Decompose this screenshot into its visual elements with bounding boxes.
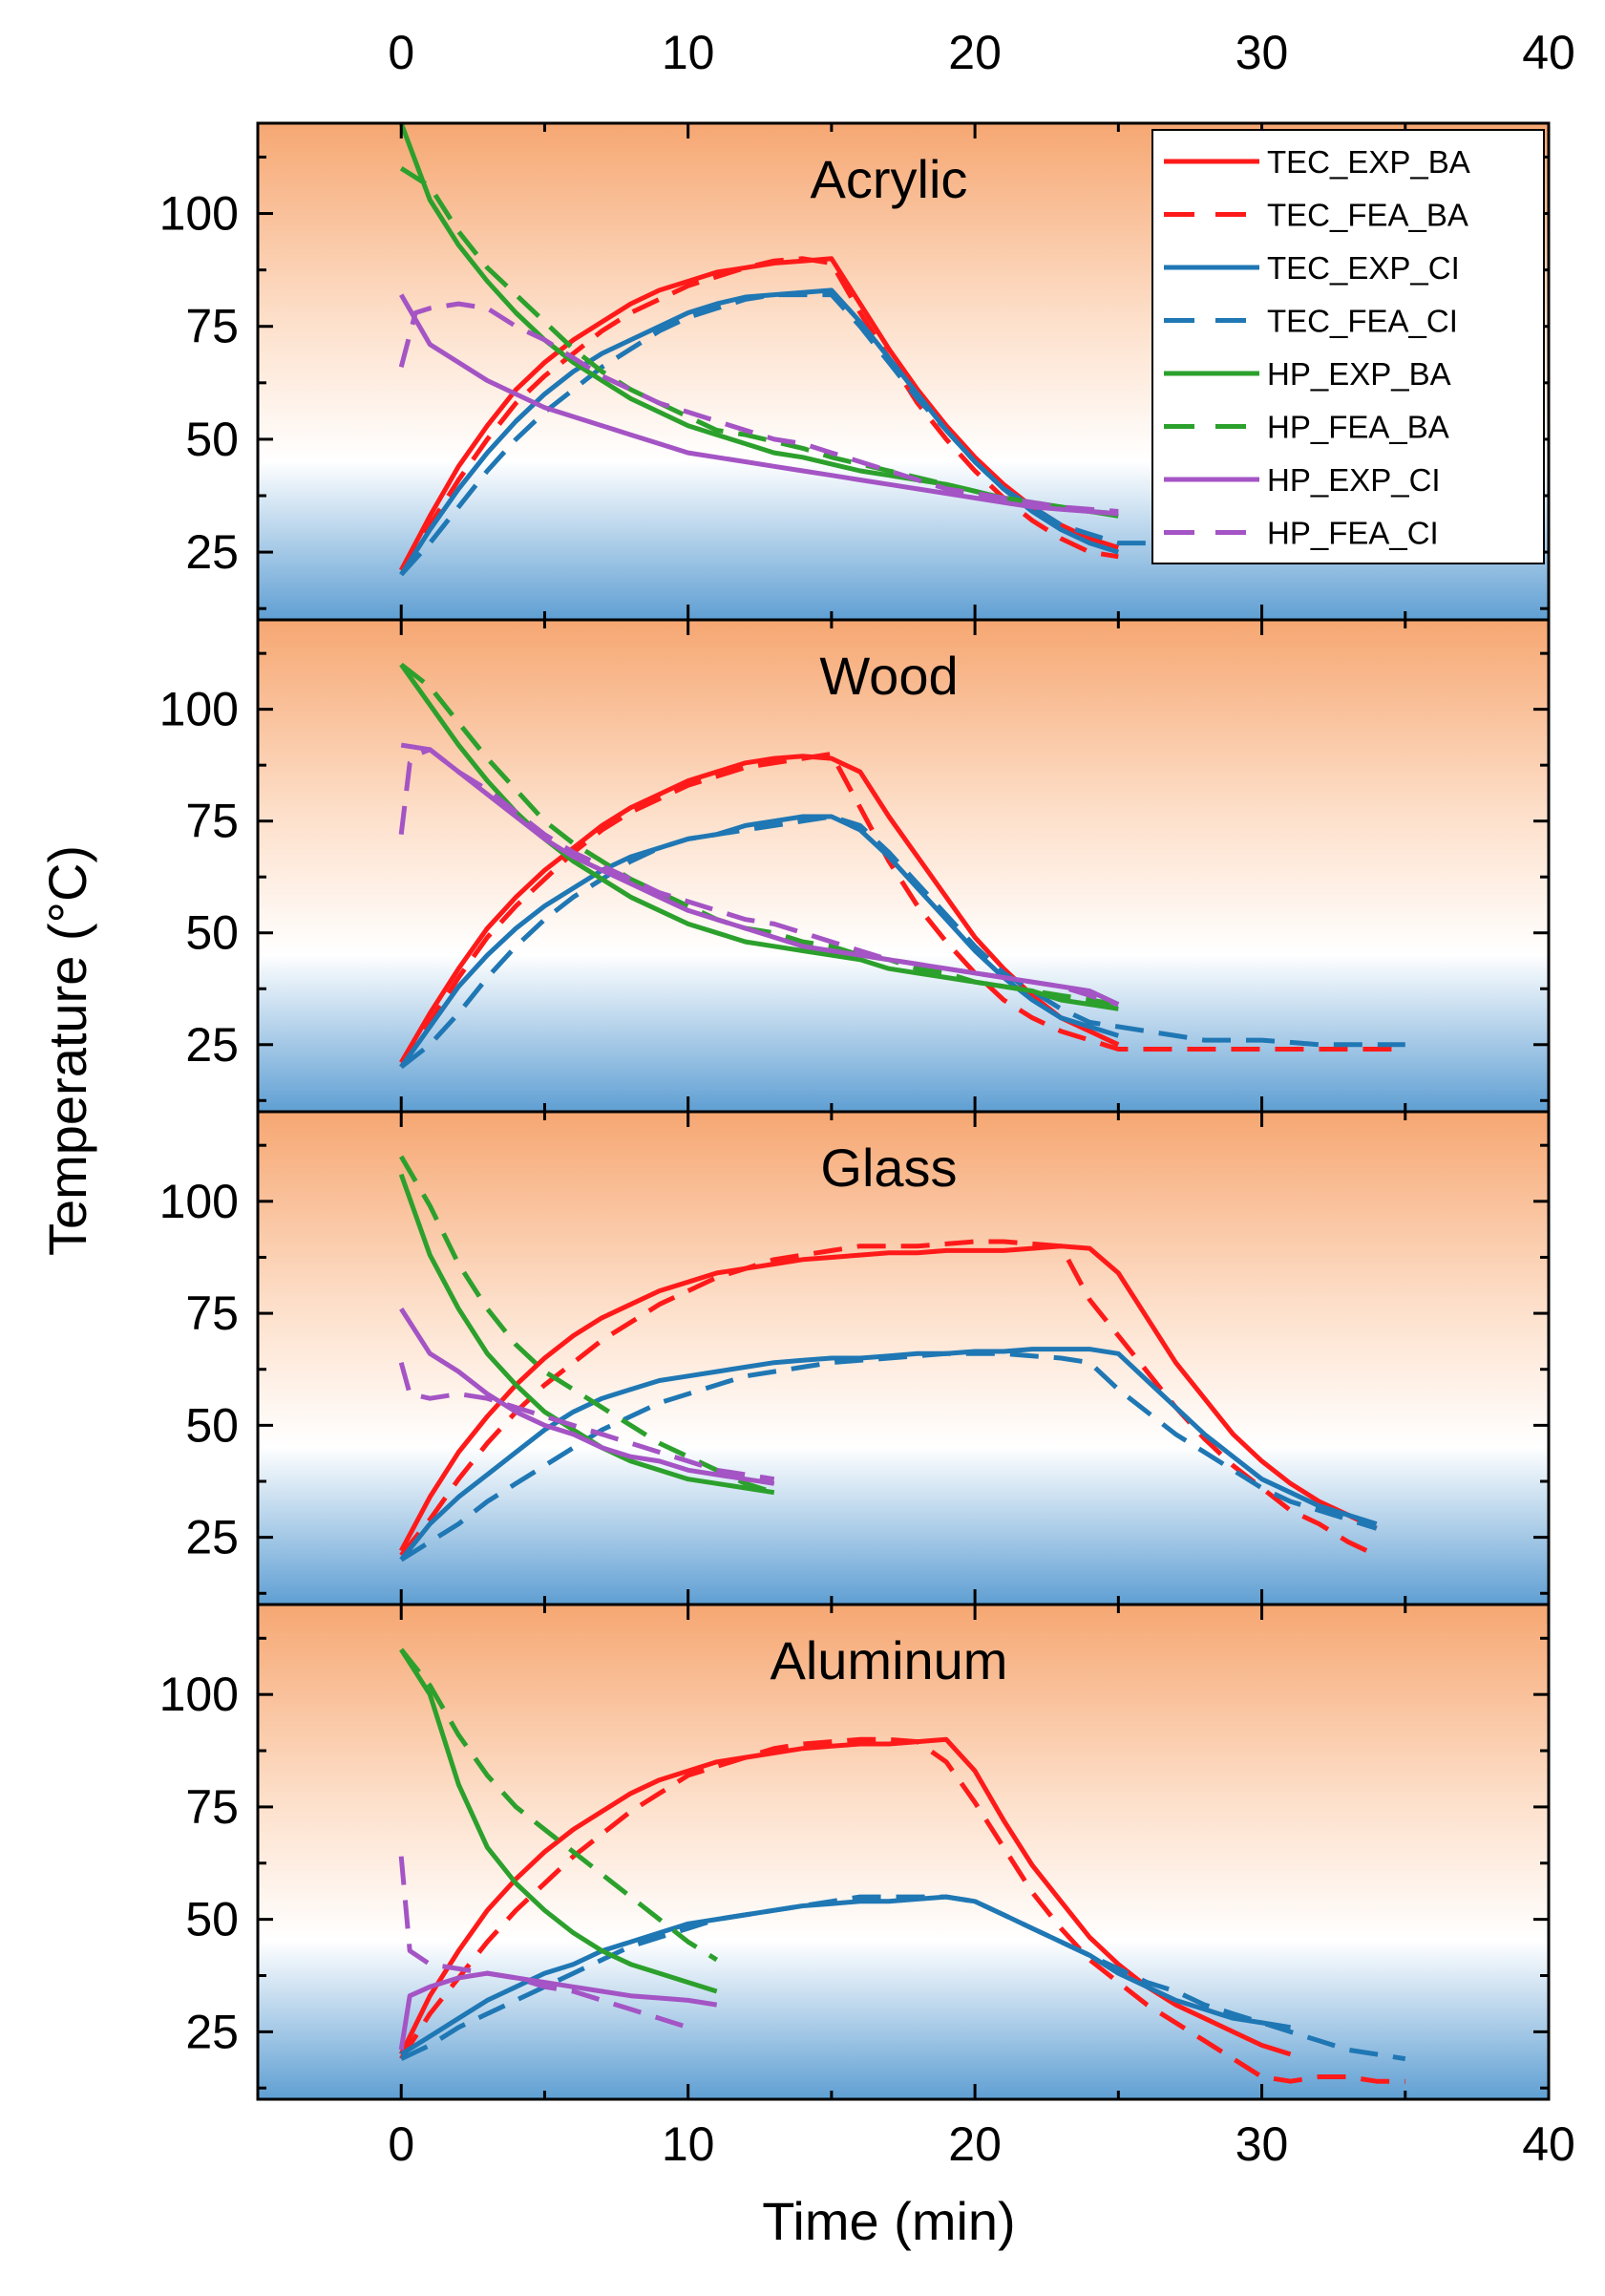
series-group — [398, 1648, 1406, 2084]
y-tick-label: 100 — [159, 187, 239, 241]
x-tick-label-top: 0 — [388, 26, 414, 79]
series-line-hp-fea-ci — [398, 1856, 689, 2030]
legend-label: TEC_FEA_BA — [1267, 198, 1468, 233]
y-tick-label: 50 — [185, 1398, 239, 1452]
chart-root: 255075100Acrylic255075100Wood255075100Gl… — [37, 26, 1575, 2251]
y-tick-label: 25 — [185, 2005, 239, 2058]
legend-label: HP_EXP_BA — [1267, 356, 1451, 392]
y-tick-label: 25 — [185, 525, 239, 579]
legend-label: HP_EXP_CI — [1267, 462, 1441, 498]
y-tick-label: 100 — [159, 683, 239, 736]
series-line-tec-fea-ci — [399, 814, 1405, 1070]
series-line-hp-fea-ci — [398, 1362, 775, 1482]
y-tick-label: 50 — [185, 413, 239, 466]
y-tick-label: 75 — [185, 1286, 239, 1340]
panel-background — [258, 1605, 1549, 2099]
series-line-hp-fea-ba — [399, 1648, 719, 1963]
x-tick-label-top: 40 — [1522, 26, 1575, 79]
x-tick-label-bottom: 30 — [1235, 2117, 1289, 2171]
panel-aluminum: 25 50 75 100 Aluminum — [159, 1603, 1551, 2101]
series-line-hp-fea-ci — [398, 747, 1120, 1007]
x-tick-label-bottom: 40 — [1522, 2117, 1575, 2171]
x-tick-label-bottom: 0 — [388, 2117, 414, 2171]
y-tick-label: 75 — [185, 300, 239, 353]
series-line-hp-fea-ba — [399, 1155, 775, 1496]
panel-frame — [256, 1603, 1551, 2101]
series-line-tec-fea-ba — [399, 1736, 1405, 2084]
series-line-hp-exp-ba — [399, 663, 1119, 1011]
series-line-hp-fea-ci — [398, 301, 1119, 514]
x-tick-label-bottom: 10 — [662, 2117, 715, 2171]
series-line-hp-exp-ci — [398, 1970, 718, 2051]
y-tick-label: 50 — [185, 1893, 239, 1946]
legend-label: HP_FEA_CI — [1267, 516, 1439, 551]
legend-label: HP_FEA_BA — [1267, 410, 1449, 445]
panel-title: Aluminum — [770, 1630, 1007, 1690]
x-tick-label-top: 10 — [662, 26, 715, 79]
series-line-tec-exp-ba — [398, 1244, 1378, 1552]
y-tick-label: 25 — [185, 1511, 239, 1564]
series-line-tec-exp-ci — [399, 1894, 1291, 2057]
y-tick-label: 25 — [185, 1018, 239, 1072]
series-line-tec-fea-ci — [399, 1350, 1378, 1563]
x-tick-label-top: 30 — [1235, 26, 1289, 79]
series-line-tec-exp-ba — [399, 754, 1120, 1064]
legend: TEC_EXP_BA TEC_FEA_BA TEC_EXP_CI TEC_FEA_CI… — [1151, 129, 1545, 564]
panel-wood: 25 50 75 100 Wood — [159, 618, 1551, 1114]
series-line-hp-exp-ci — [399, 293, 1119, 517]
panel-glass: 25 50 75 100 Glass — [159, 1110, 1551, 1606]
series-line-tec-fea-ba — [399, 256, 1119, 572]
y-tick-label: 75 — [185, 1780, 239, 1834]
panel-background — [258, 620, 1549, 1112]
y-axis-title: Temperature (°C) — [37, 845, 97, 1256]
legend-box — [1151, 129, 1545, 564]
series-group — [398, 662, 1405, 1070]
series-line-hp-exp-ci — [399, 1307, 775, 1486]
series-line-tec-exp-ci — [399, 814, 1120, 1069]
series-line-hp-exp-ba — [399, 1648, 718, 1994]
y-tick-label: 100 — [159, 1175, 239, 1228]
y-tick-label: 75 — [185, 795, 239, 848]
x-tick-label-bottom: 20 — [948, 2117, 1002, 2171]
series-group — [398, 123, 1148, 577]
legend-label: TEC_FEA_CI — [1267, 304, 1458, 339]
series-group — [398, 1155, 1378, 1563]
panel-title: Acrylic — [811, 149, 968, 209]
x-axis-title: Time (min) — [762, 2191, 1015, 2251]
panel-title: Wood — [819, 646, 958, 706]
legend-label: TEC_EXP_BA — [1267, 144, 1470, 180]
series-line-tec-fea-ba — [399, 1239, 1378, 1558]
series-line-tec-fea-ci — [400, 1894, 1406, 2062]
y-tick-label: 50 — [185, 906, 239, 960]
x-tick-label-top: 20 — [948, 26, 1002, 79]
legend-label: TEC_EXP_CI — [1267, 250, 1460, 286]
panel-title: Glass — [820, 1137, 957, 1198]
y-tick-label: 100 — [159, 1668, 239, 1721]
